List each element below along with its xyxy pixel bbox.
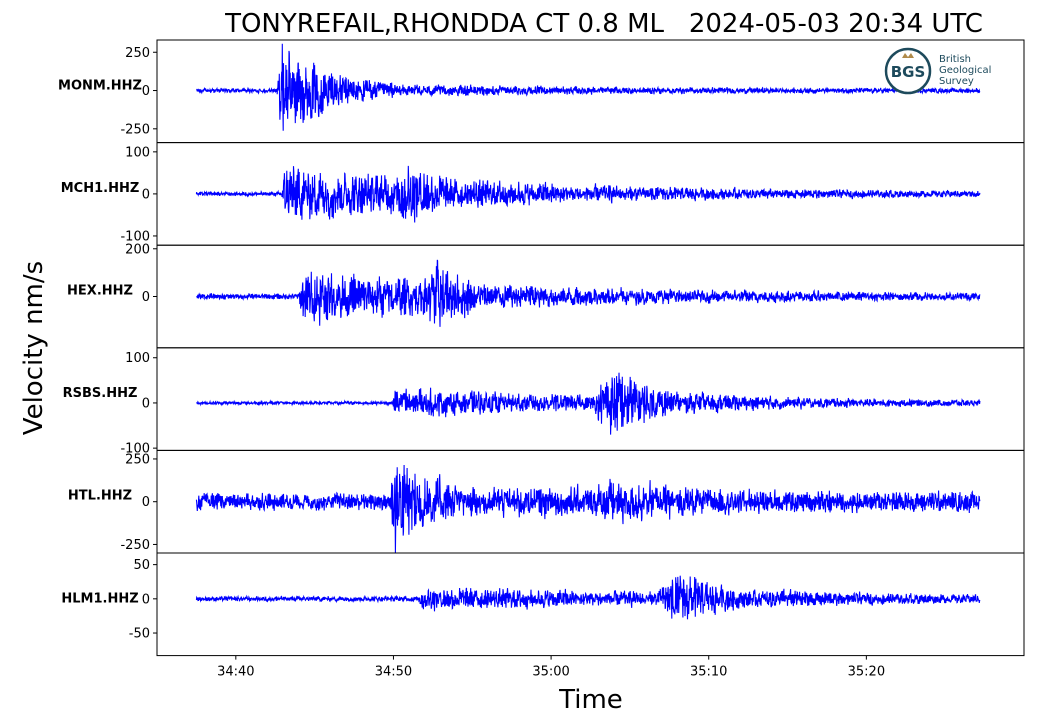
x-tick-label: 34:50 xyxy=(375,665,412,680)
y-tick-label: 0 xyxy=(142,290,150,305)
y-tick-label: 250 xyxy=(125,46,150,61)
x-tick-label: 35:20 xyxy=(848,665,885,680)
y-tick-label: 200 xyxy=(125,242,150,257)
y-tick-label: -250 xyxy=(120,122,150,137)
x-axis: 34:40 34:50 35:00 35:10 35:20 xyxy=(217,655,885,680)
y-tick-label: -100 xyxy=(120,442,150,457)
logo-abbr: BGS xyxy=(891,63,926,81)
waveform-line xyxy=(195,575,981,620)
trace-panel-htl-hhz: 250 0 -250 HTL.HHZ xyxy=(68,449,1025,554)
station-label: MONM.HHZ xyxy=(58,78,142,93)
y-tick-label: 0 xyxy=(142,187,150,202)
station-label: HEX.HHZ xyxy=(67,284,133,299)
trace-panel-rsbs-hhz: 100 0 -100 RSBS.HHZ xyxy=(63,347,1025,457)
waveform-line xyxy=(195,165,981,223)
crown-icon xyxy=(902,53,914,58)
station-label: HTL.HHZ xyxy=(68,489,132,504)
x-tick-label: 34:40 xyxy=(217,665,254,680)
waveform-line xyxy=(196,259,981,327)
y-axis-label: Velocity nm/s xyxy=(19,261,49,435)
y-tick-label: 0 xyxy=(142,396,150,411)
station-label: RSBS.HHZ xyxy=(63,386,138,401)
y-tick-label: -100 xyxy=(120,229,150,244)
logo-text-line: Survey xyxy=(939,76,974,87)
logo-text-line: British xyxy=(939,54,971,65)
trace-panel-hlm1-hhz: 50 0 -50 HLM1.HHZ xyxy=(61,552,1025,657)
y-tick-label: -50 xyxy=(129,627,150,642)
waveform-line xyxy=(196,43,981,131)
y-tick-label: 0 xyxy=(142,592,150,607)
y-tick-label: 0 xyxy=(142,84,150,99)
trace-panel-monm-hhz: 250 0 -250 MONM.HHZ xyxy=(58,39,1025,144)
chart-title: TONYREFAIL,RHONDDA CT 0.8 ML 2024-05-03 … xyxy=(224,9,983,39)
x-tick-label: 35:00 xyxy=(532,665,569,680)
panel-frame xyxy=(156,552,1025,657)
y-tick-label: 100 xyxy=(125,351,150,366)
trace-panel-mch1-hhz: 100 0 -100 MCH1.HHZ xyxy=(61,142,1025,246)
y-tick-label: 50 xyxy=(133,558,150,573)
y-tick-label: 250 xyxy=(125,452,150,467)
y-tick-label: -250 xyxy=(120,538,150,553)
waveform-line xyxy=(196,372,981,435)
logo-text-line: Geological xyxy=(939,65,991,76)
logo-band xyxy=(892,64,924,78)
x-axis-label: Time xyxy=(558,685,623,715)
x-tick-label: 35:10 xyxy=(690,665,727,680)
waveform-line xyxy=(195,464,981,553)
station-label: HLM1.HHZ xyxy=(61,591,138,606)
y-tick-label: 100 xyxy=(125,145,150,160)
trace-panel-hex-hhz: 200 0 HEX.HHZ xyxy=(67,242,1025,349)
y-tick-label: 0 xyxy=(142,495,150,510)
station-label: MCH1.HHZ xyxy=(61,181,140,196)
trace-panels: 250 0 -250 MONM.HHZ 100 0 -100 MCH1.HHZ 200 0 HEX.… xyxy=(58,39,1025,657)
